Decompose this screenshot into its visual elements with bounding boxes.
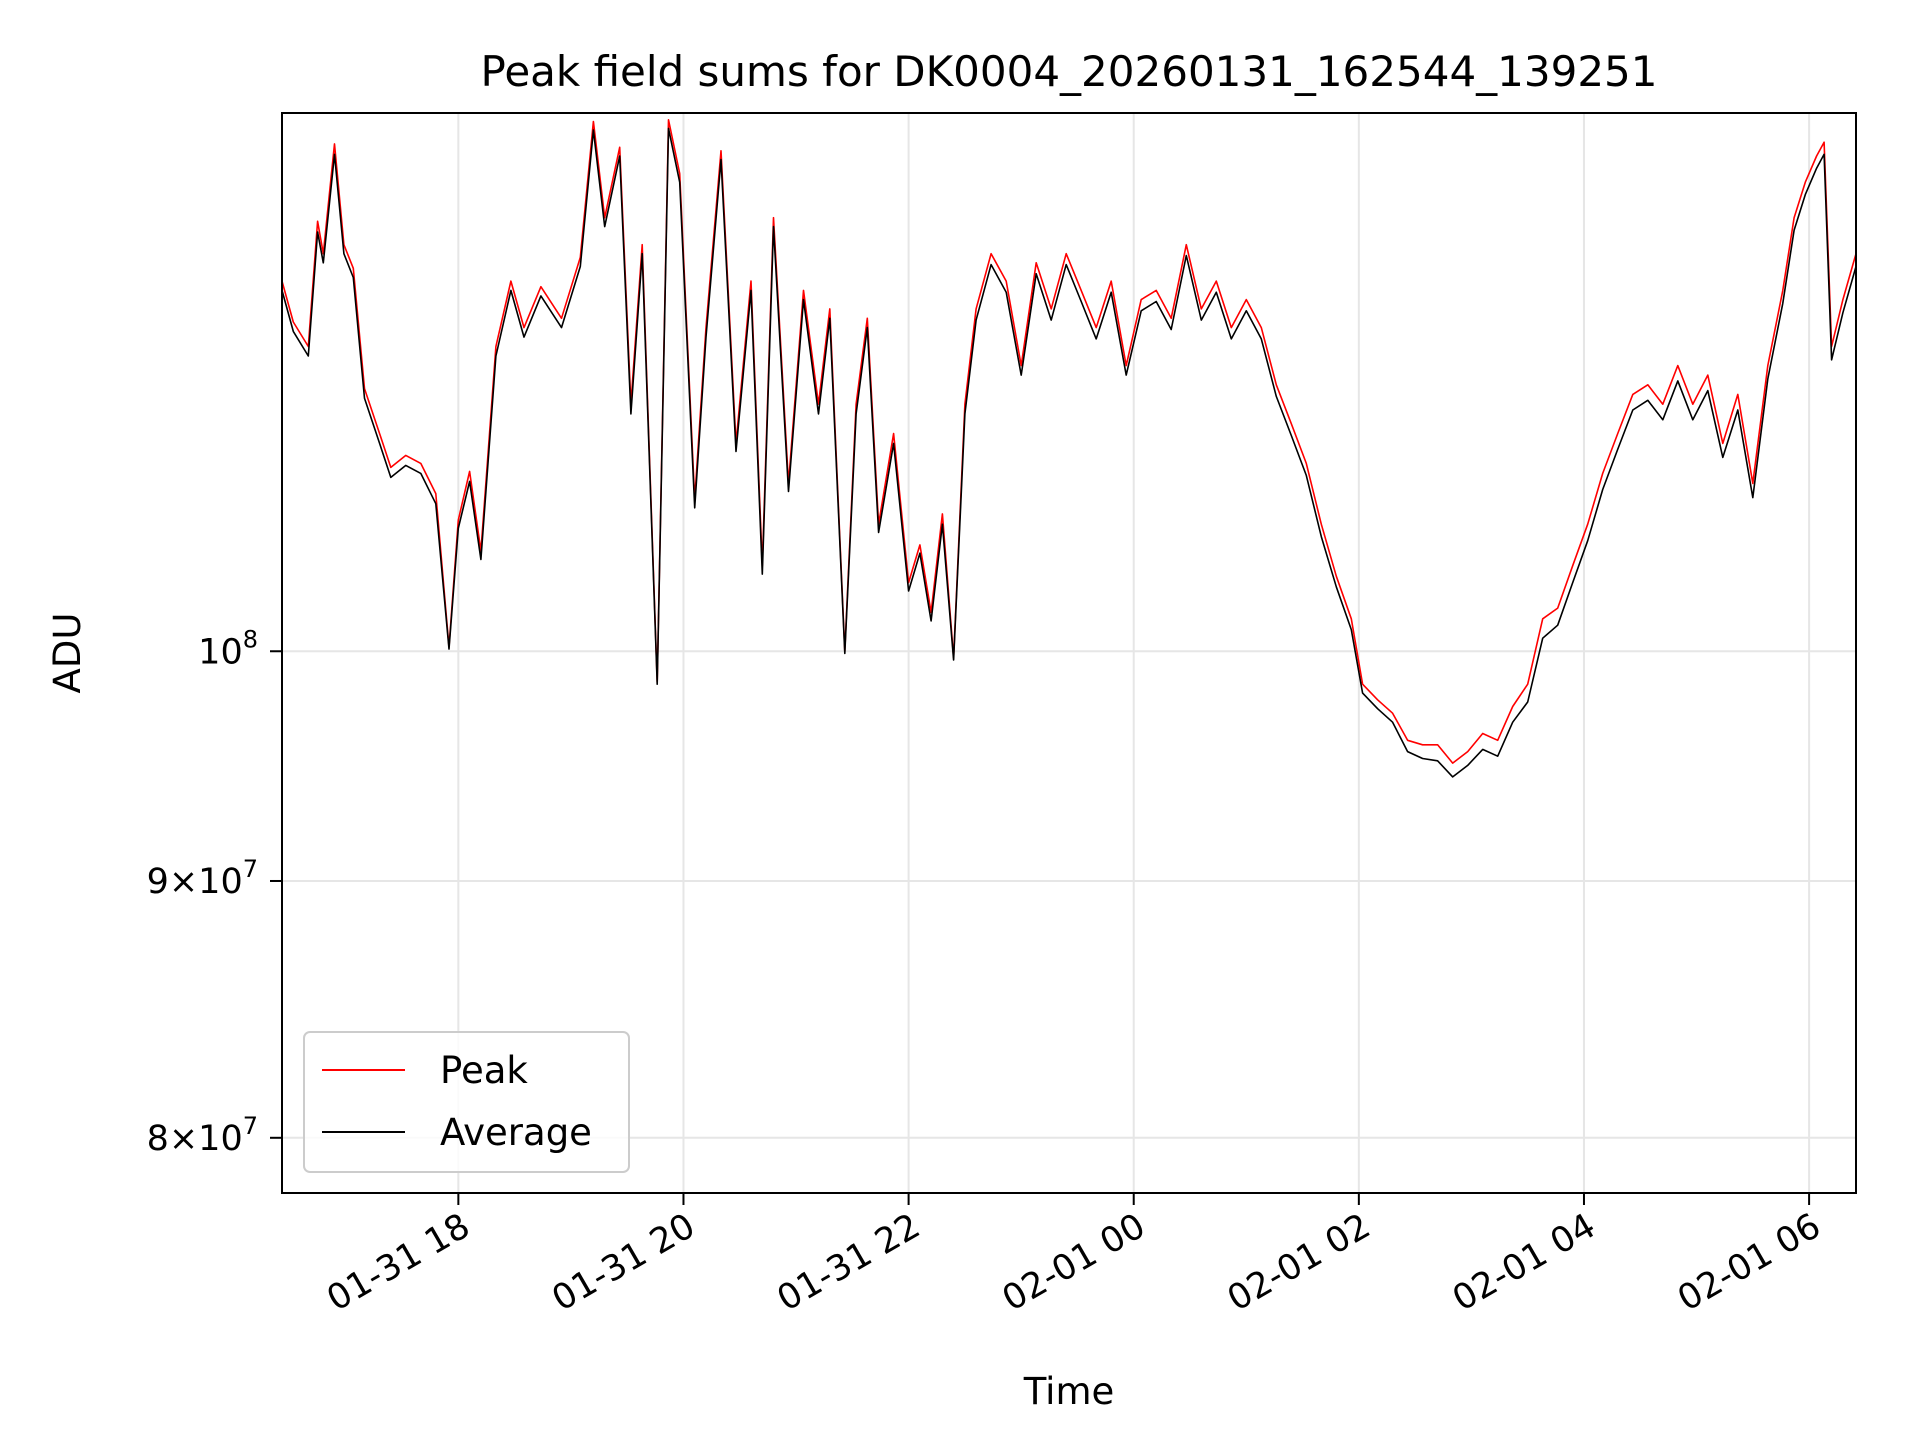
y-axis-label: ADU: [46, 613, 89, 694]
x-axis-label: Time: [1023, 1370, 1115, 1413]
series-line-peak: [282, 119, 1856, 764]
legend: Peak Average: [303, 1031, 630, 1173]
legend-label-average: Average: [440, 1111, 592, 1154]
y-tick-label: 9×107: [147, 855, 258, 902]
y-tick-label: 108: [198, 625, 258, 672]
grid-lines: [282, 113, 1856, 1193]
chart-title: Peak field sums for DK0004_20260131_1625…: [480, 47, 1657, 96]
y-axis-ticks: 108 9×107 8×107: [147, 625, 282, 1159]
legend-label-peak: Peak: [440, 1049, 528, 1092]
series-lines: [282, 119, 1856, 778]
plot-area-frame: [281, 112, 1857, 1194]
y-tick-label: 8×107: [147, 1112, 258, 1159]
series-line-average: [282, 127, 1856, 778]
legend-box: [303, 1031, 630, 1173]
